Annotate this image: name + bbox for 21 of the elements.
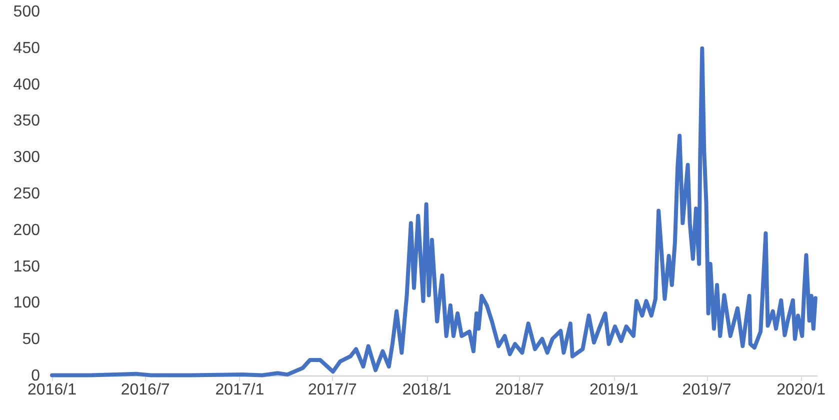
x-tick-label: 2016/1 <box>28 382 77 398</box>
x-tick-label: 2016/7 <box>120 382 170 398</box>
x-tick-label: 2019/1 <box>589 382 639 398</box>
y-tick-label: 500 <box>13 4 40 20</box>
x-tick-label: 2018/1 <box>402 382 452 398</box>
y-tick-label: 350 <box>13 112 40 130</box>
x-tick-label: 2020/1 <box>776 382 826 398</box>
y-tick-label: 250 <box>13 186 40 202</box>
y-tick-label: 150 <box>13 258 40 276</box>
y-tick-label: 400 <box>13 76 40 94</box>
x-tick-label: 2018/7 <box>495 382 544 398</box>
y-tick-label: 0 <box>31 368 40 384</box>
y-tick-label: 50 <box>22 331 40 348</box>
x-tick-label: 2017/7 <box>308 382 358 398</box>
y-tick-label: 450 <box>13 40 40 57</box>
x-tick-label: 2019/7 <box>682 382 732 398</box>
line-series <box>50 46 818 378</box>
x-tick-label: 2017/1 <box>215 382 264 398</box>
y-tick-label: 300 <box>13 149 40 166</box>
y-tick-label: 200 <box>13 222 40 239</box>
y-tick-label: 100 <box>13 294 40 312</box>
